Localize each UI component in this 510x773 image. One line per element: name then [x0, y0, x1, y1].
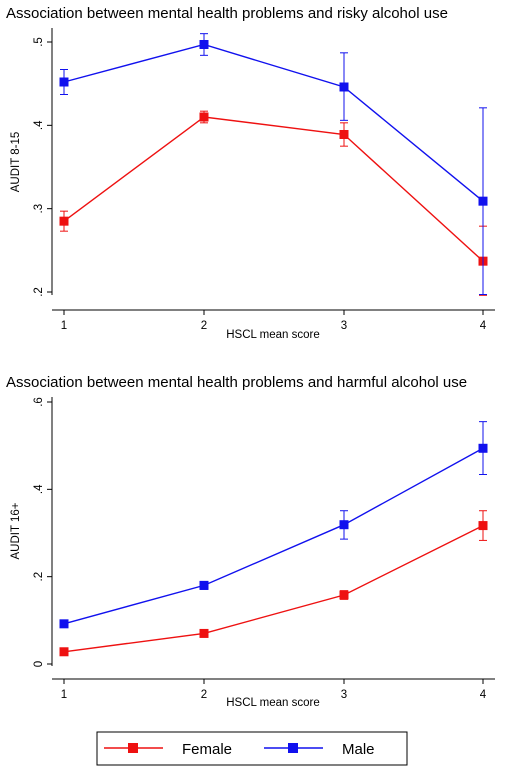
x-tick-label: 3 — [341, 689, 347, 701]
x-tick-label: 2 — [201, 320, 207, 332]
male-point — [59, 619, 69, 629]
legend-marker — [288, 743, 298, 753]
female-series-line — [63, 116, 484, 262]
x-tick-label: 1 — [61, 320, 67, 332]
y-tick-label: .4 — [33, 120, 45, 130]
female-point — [478, 521, 488, 531]
y-tick-label: .5 — [33, 37, 45, 47]
x-axis-label: HSCL mean score — [226, 329, 320, 341]
y-axis-label: AUDIT 16+ — [10, 502, 22, 559]
female-point — [59, 216, 69, 226]
female-point — [339, 590, 349, 600]
male-series-line — [63, 447, 484, 625]
female-point — [199, 628, 209, 638]
male-point — [199, 580, 209, 590]
y-tick-label: .2 — [33, 572, 45, 582]
legend: Female Male — [96, 731, 408, 766]
male-point — [339, 520, 349, 530]
x-tick-label: 4 — [480, 320, 487, 332]
y-tick-label: .6 — [33, 397, 45, 407]
legend-label: Female — [182, 741, 232, 758]
female-point — [199, 112, 209, 122]
x-tick-label: 2 — [201, 689, 207, 701]
female-point — [339, 130, 349, 139]
harmful-alcohol-chart: Association between mental health proble… — [6, 374, 495, 709]
y-tick-label: 0 — [33, 661, 45, 667]
male-point — [478, 196, 488, 206]
x-tick-label: 3 — [341, 320, 347, 332]
legend-item-male: Male — [264, 741, 375, 758]
chart-title: Association between mental health proble… — [6, 374, 467, 391]
y-tick-label: .4 — [33, 484, 45, 494]
risky-alcohol-chart: Association between mental health proble… — [6, 5, 495, 341]
male-series-line — [63, 43, 484, 202]
chart-title: Association between mental health proble… — [6, 5, 448, 22]
x-axis-label: HSCL mean score — [226, 697, 320, 709]
legend-item-female: Female — [104, 741, 232, 758]
plot-marks: .2 .3 .4 .5 1 2 3 4 — [33, 33, 488, 332]
x-tick-label: 1 — [61, 689, 67, 701]
plot-marks: 0 .2 .4 .6 1 2 3 4 — [33, 397, 488, 701]
y-tick-label: .2 — [33, 287, 45, 297]
male-point — [59, 77, 69, 87]
male-point — [199, 40, 209, 49]
y-tick-label: .3 — [33, 204, 45, 214]
legend-marker — [128, 743, 138, 753]
y-axis-label: AUDIT 8-15 — [10, 132, 22, 193]
male-point — [339, 82, 349, 92]
legend-label: Male — [342, 741, 375, 758]
female-point — [59, 647, 69, 657]
female-series-line — [63, 524, 484, 653]
x-tick-label: 4 — [480, 689, 487, 701]
male-point — [478, 443, 488, 453]
